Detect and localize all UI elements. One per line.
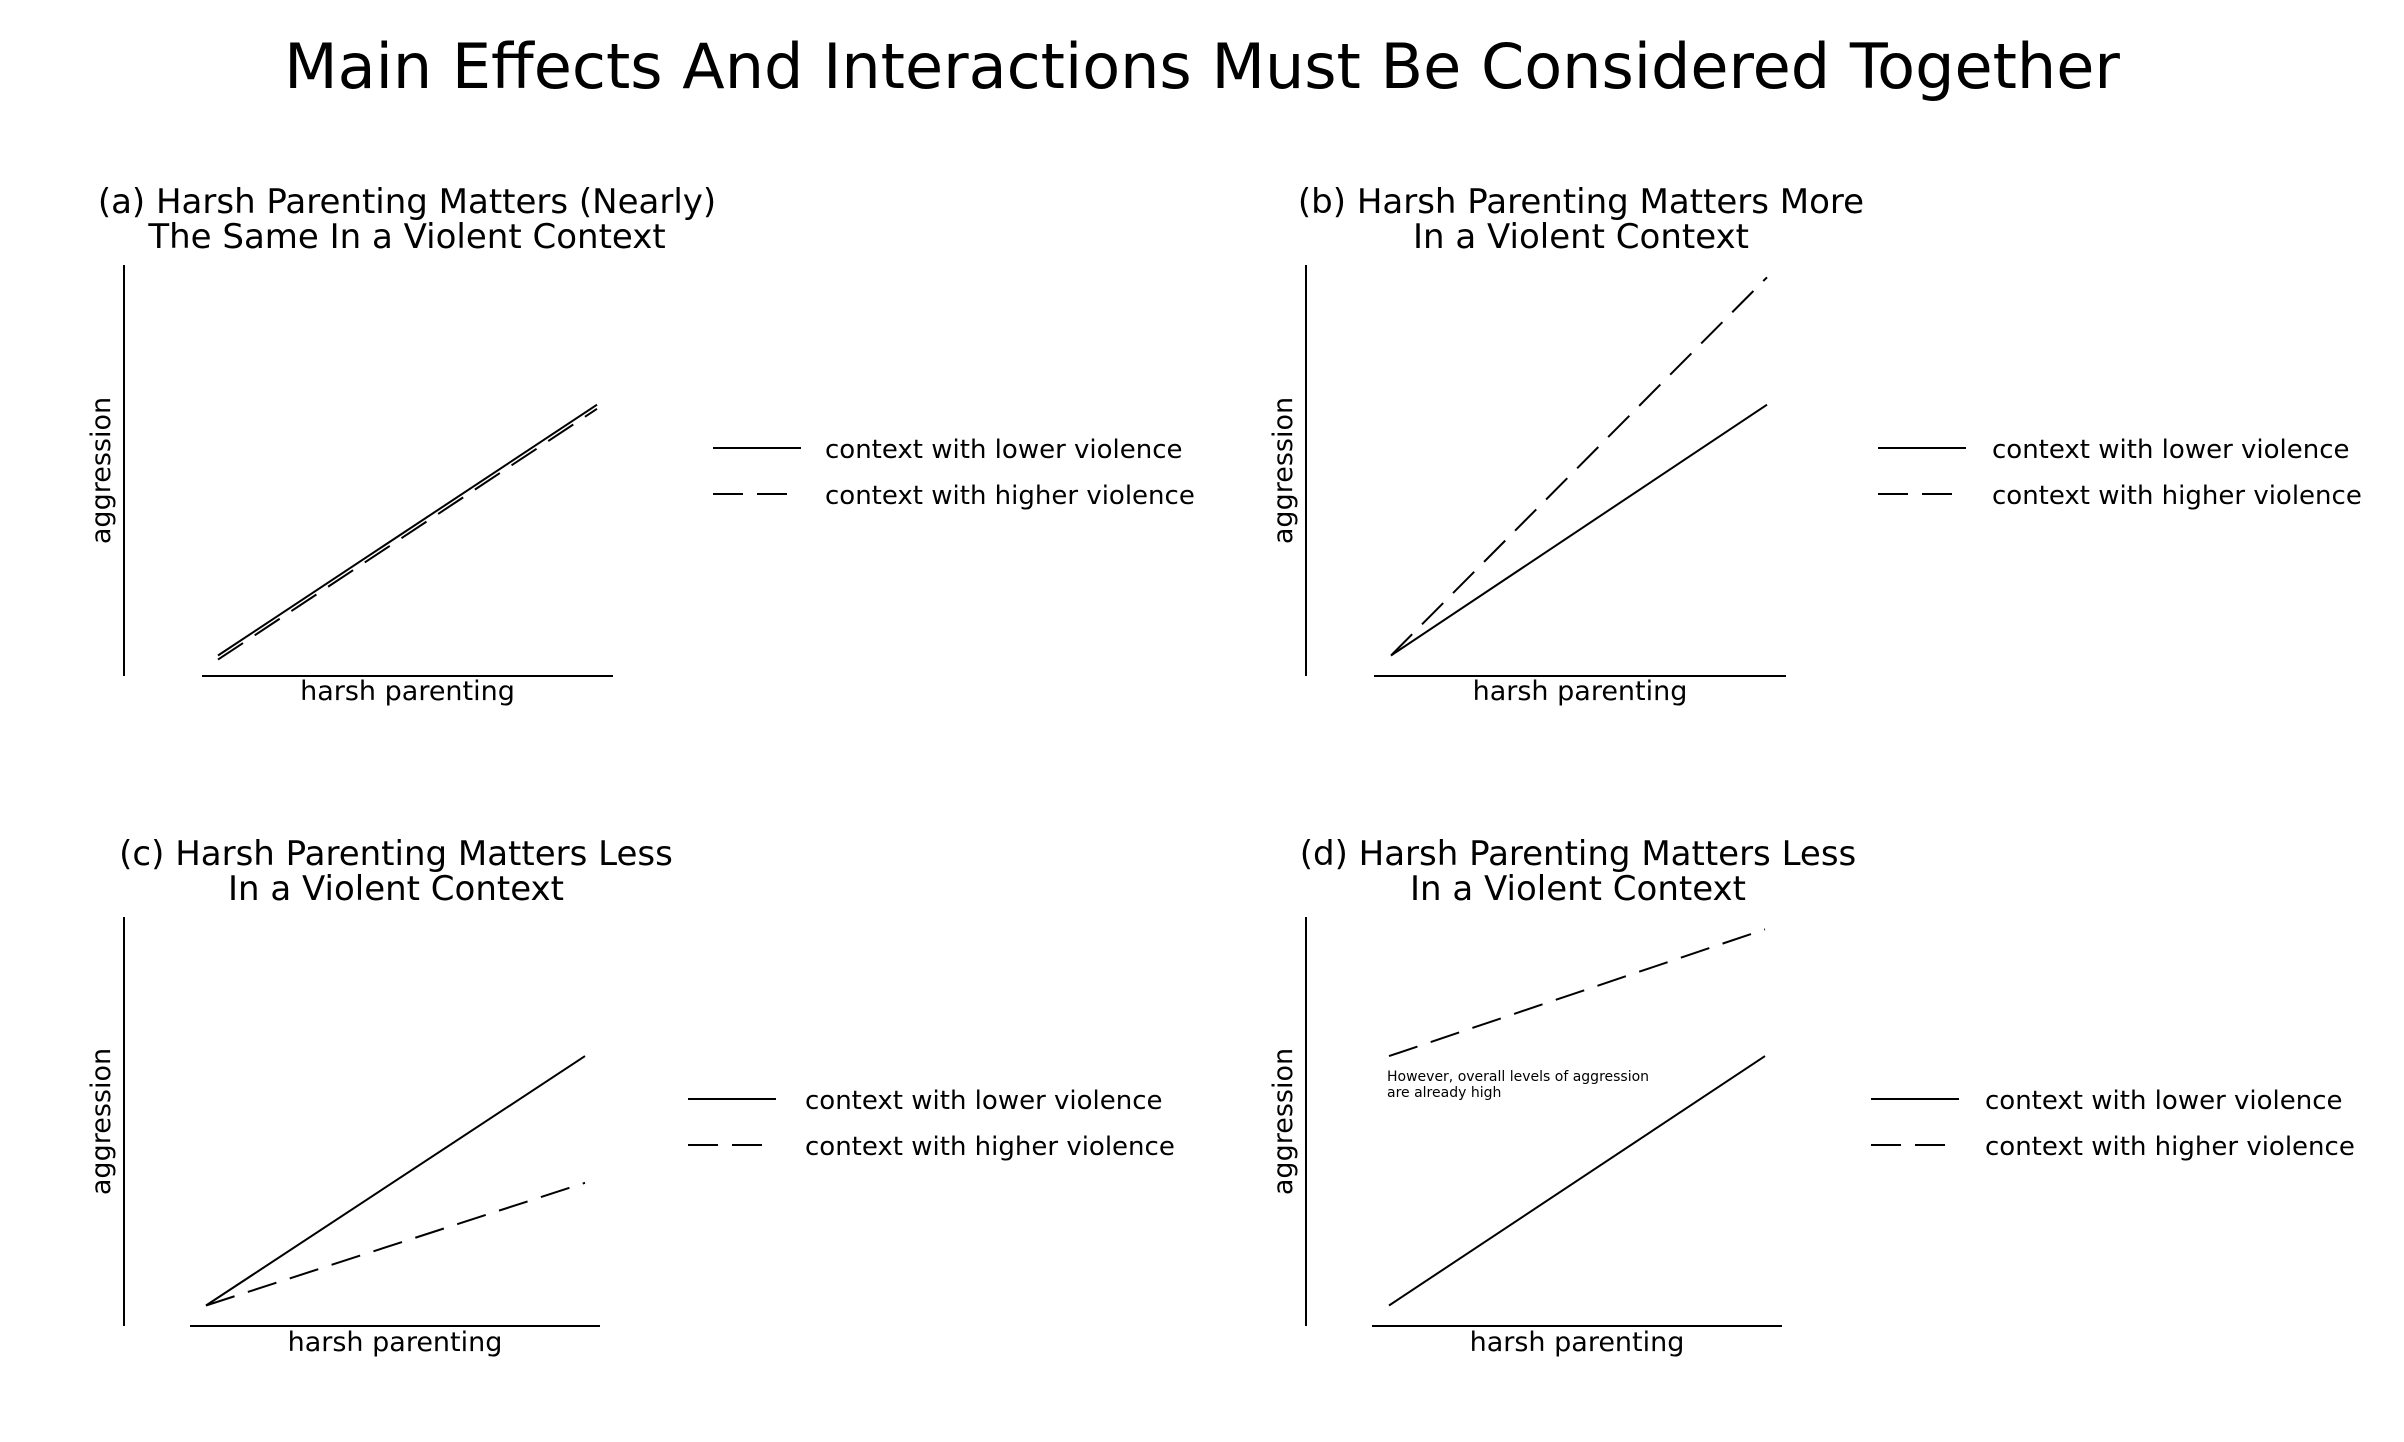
panel-subtitle: In a Violent Context <box>1410 869 1746 909</box>
series-higher-violence-line <box>217 407 598 661</box>
x-axis-label: harsh parenting <box>1470 1327 1685 1358</box>
panel-subtitle: In a Violent Context <box>228 869 564 909</box>
figure-title: Main Effects And Interactions Must Be Co… <box>284 30 2120 103</box>
series-higher-violence-line <box>1388 928 1766 1058</box>
legend-entry-label: context with lower violence <box>805 1086 1163 1116</box>
series-lower-violence-line <box>205 1055 586 1307</box>
legend-entry-label: context with lower violence <box>825 435 1183 465</box>
x-axis-label: harsh parenting <box>1473 676 1688 707</box>
series-higher-violence-line <box>205 1181 586 1307</box>
legend-entry-label: context with higher violence <box>805 1132 1175 1162</box>
y-axis-label: aggression <box>86 397 117 544</box>
panel-subtitle: In a Violent Context <box>1413 217 1749 257</box>
annotation-text: However, overall levels of aggression <box>1387 1069 1649 1085</box>
panel-title: (b) Harsh Parenting Matters More <box>1298 182 1864 222</box>
panel-title: (d) Harsh Parenting Matters Less <box>1300 834 1857 874</box>
x-axis-label: harsh parenting <box>288 1327 503 1358</box>
y-axis-label: aggression <box>1268 397 1299 544</box>
legend-entry-label: context with higher violence <box>1985 1132 2355 1162</box>
panel-title: (a) Harsh Parenting Matters (Nearly) <box>98 182 716 222</box>
legend-entry-label: context with higher violence <box>1992 481 2362 511</box>
y-axis-label: aggression <box>86 1048 117 1195</box>
legend-entry-label: context with lower violence <box>1985 1086 2343 1116</box>
annotation-text: are already high <box>1387 1085 1501 1101</box>
legend-entry-label: context with higher violence <box>825 481 1195 511</box>
series-lower-violence-line <box>217 403 598 657</box>
y-axis-label: aggression <box>1268 1048 1299 1195</box>
x-axis-label: harsh parenting <box>300 676 515 707</box>
series-lower-violence-line <box>1388 1055 1766 1307</box>
legend-entry-label: context with lower violence <box>1992 435 2350 465</box>
series-higher-violence-line <box>1390 276 1768 657</box>
panel-title: (c) Harsh Parenting Matters Less <box>119 834 673 874</box>
panel-a: (a) Harsh Parenting Matters (Nearly)The … <box>86 182 1195 707</box>
panel-subtitle: The Same In a Violent Context <box>147 217 665 257</box>
series-lower-violence-line <box>1390 403 1768 657</box>
